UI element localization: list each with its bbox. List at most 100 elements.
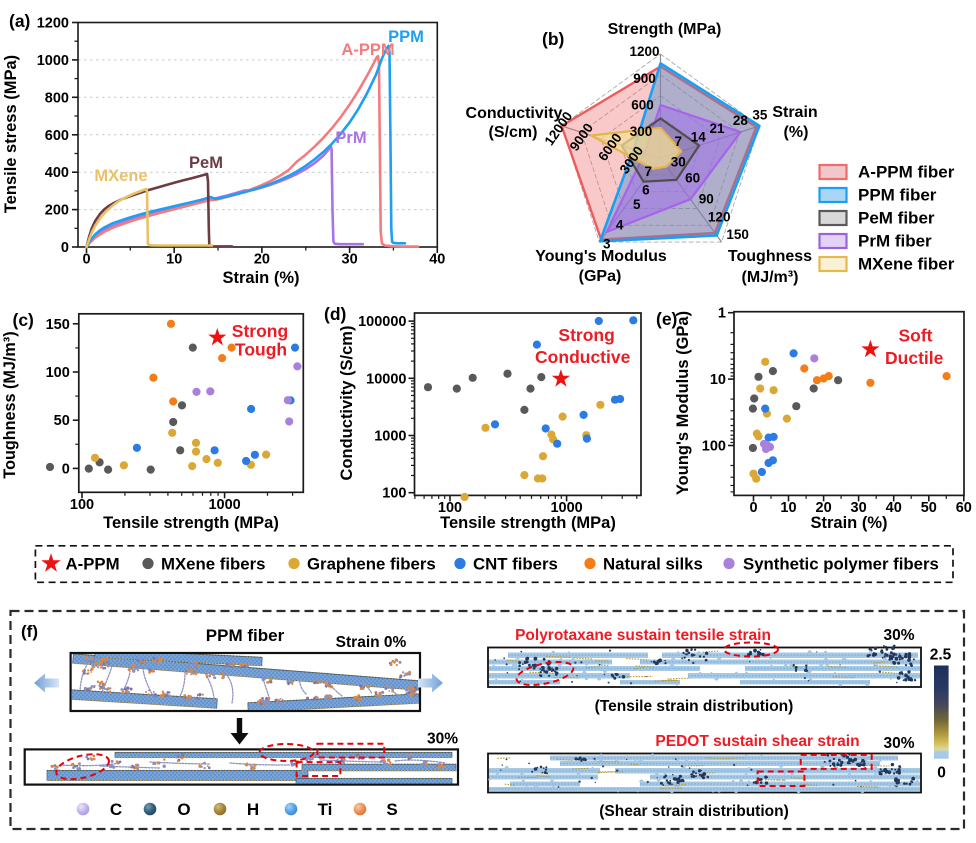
svg-text:0: 0 [61, 240, 69, 256]
svg-text:PPM: PPM [388, 28, 424, 46]
svg-text:4: 4 [616, 218, 624, 233]
svg-text:40: 40 [886, 500, 902, 516]
svg-text:Graphene fibers: Graphene fibers [307, 555, 436, 574]
svg-text:6: 6 [642, 183, 650, 198]
svg-text:PeM fiber: PeM fiber [858, 209, 935, 228]
svg-text:Strong: Strong [232, 321, 288, 341]
svg-text:Strain (%): Strain (%) [222, 269, 299, 287]
svg-text:S: S [386, 800, 397, 819]
svg-text:1200: 1200 [629, 44, 659, 59]
svg-text:Strain 0%: Strain 0% [336, 634, 407, 651]
svg-text:100: 100 [702, 439, 726, 455]
svg-text:100000: 100000 [358, 314, 406, 330]
svg-text:O: O [177, 800, 190, 819]
svg-text:(e): (e) [656, 309, 677, 329]
svg-text:7: 7 [675, 134, 683, 149]
svg-text:CNT fibers: CNT fibers [473, 555, 558, 574]
svg-text:Young's Modulus (GPa): Young's Modulus (GPa) [674, 311, 692, 495]
svg-text:Young's Modulus: Young's Modulus [535, 248, 667, 265]
svg-text:PrM fiber: PrM fiber [858, 232, 932, 251]
svg-text:A-PPM: A-PPM [341, 41, 394, 59]
svg-text:30%: 30% [427, 731, 458, 748]
svg-text:100: 100 [382, 486, 406, 502]
svg-text:Conductive: Conductive [535, 347, 631, 367]
svg-text:Strain (%): Strain (%) [810, 514, 887, 532]
svg-text:PrM: PrM [335, 129, 366, 147]
svg-text:(b): (b) [542, 29, 564, 49]
svg-text:14: 14 [691, 130, 707, 145]
svg-text:PPM fiber: PPM fiber [206, 626, 285, 645]
svg-text:Conductivity: Conductivity [466, 105, 563, 122]
svg-text:60: 60 [685, 171, 700, 186]
svg-text:Ti: Ti [318, 800, 333, 819]
svg-text:Soft: Soft [898, 326, 932, 346]
svg-text:C: C [110, 800, 122, 819]
svg-text:30%: 30% [883, 627, 914, 644]
svg-text:PEDOT sustain shear strain: PEDOT sustain shear strain [655, 733, 859, 750]
svg-text:150: 150 [726, 227, 749, 242]
svg-text:Tensile stress (MPa): Tensile stress (MPa) [2, 55, 20, 213]
svg-text:A-PPM: A-PPM [66, 555, 120, 574]
svg-text:PeM: PeM [189, 154, 223, 172]
svg-text:0: 0 [749, 500, 757, 516]
svg-text:(MJ/m³): (MJ/m³) [742, 269, 799, 286]
svg-text:Ductile: Ductile [885, 348, 944, 368]
svg-text:Toughness: Toughness [728, 248, 812, 265]
svg-text:(%): (%) [784, 124, 809, 141]
svg-text:(f): (f) [21, 622, 38, 641]
svg-text:5: 5 [633, 197, 641, 212]
svg-text:MXene fiber: MXene fiber [858, 255, 955, 274]
svg-text:28: 28 [733, 113, 749, 128]
svg-text:30: 30 [671, 155, 686, 170]
svg-text:Tensile strength (MPa): Tensile strength (MPa) [103, 514, 279, 532]
svg-text:90: 90 [699, 192, 714, 207]
svg-text:600: 600 [631, 98, 654, 113]
svg-text:(d): (d) [324, 304, 346, 324]
svg-text:Tensile strength (MPa): Tensile strength (MPa) [440, 514, 616, 532]
svg-text:1: 1 [718, 306, 726, 322]
svg-text:1200: 1200 [37, 16, 69, 32]
svg-text:800: 800 [45, 90, 69, 106]
svg-text:(Tensile strain distribution): (Tensile strain distribution) [595, 698, 794, 715]
svg-text:H: H [247, 800, 259, 819]
svg-text:Polyrotaxane sustain tensile s: Polyrotaxane sustain tensile strain [515, 627, 771, 644]
svg-text:1000: 1000 [208, 497, 240, 513]
svg-text:10: 10 [780, 500, 796, 516]
svg-text:50: 50 [921, 500, 937, 516]
svg-text:Toughness (MJ/m³): Toughness (MJ/m³) [1, 331, 19, 478]
svg-text:120: 120 [708, 210, 731, 225]
svg-text:10: 10 [710, 372, 726, 388]
svg-text:A-PPM fiber: A-PPM fiber [858, 163, 955, 182]
svg-text:20: 20 [254, 252, 270, 268]
svg-text:30: 30 [342, 252, 358, 268]
svg-text:200: 200 [45, 203, 69, 219]
svg-text:40: 40 [429, 252, 445, 268]
svg-text:21: 21 [709, 121, 725, 136]
svg-text:1000: 1000 [374, 429, 406, 445]
svg-text:(c): (c) [13, 310, 34, 330]
svg-text:Natural silks: Natural silks [603, 555, 703, 574]
svg-text:35: 35 [752, 108, 768, 123]
svg-text:(Shear strain distribution): (Shear strain distribution) [599, 803, 788, 820]
svg-text:Tough: Tough [235, 340, 287, 360]
svg-text:Conductivity (S/cm): Conductivity (S/cm) [338, 326, 356, 481]
svg-text:7: 7 [644, 164, 652, 179]
svg-text:MXene: MXene [94, 167, 147, 185]
svg-text:10: 10 [166, 252, 182, 268]
svg-text:400: 400 [45, 165, 69, 181]
svg-text:900: 900 [633, 71, 656, 86]
svg-text:50: 50 [54, 413, 70, 429]
svg-text:Strength (MPa): Strength (MPa) [608, 21, 722, 38]
svg-text:100: 100 [46, 365, 70, 381]
svg-text:MXene fibers: MXene fibers [161, 555, 265, 574]
svg-text:150: 150 [46, 317, 70, 333]
svg-text:Synthetic polymer fibers: Synthetic polymer fibers [743, 555, 939, 574]
svg-text:600: 600 [45, 128, 69, 144]
svg-text:PPM fiber: PPM fiber [858, 186, 937, 205]
svg-text:30%: 30% [883, 735, 914, 752]
svg-text:0: 0 [937, 765, 946, 782]
svg-text:100: 100 [70, 497, 94, 513]
svg-text:10000: 10000 [366, 371, 406, 387]
svg-text:(a): (a) [9, 11, 30, 31]
svg-text:0: 0 [82, 252, 90, 268]
